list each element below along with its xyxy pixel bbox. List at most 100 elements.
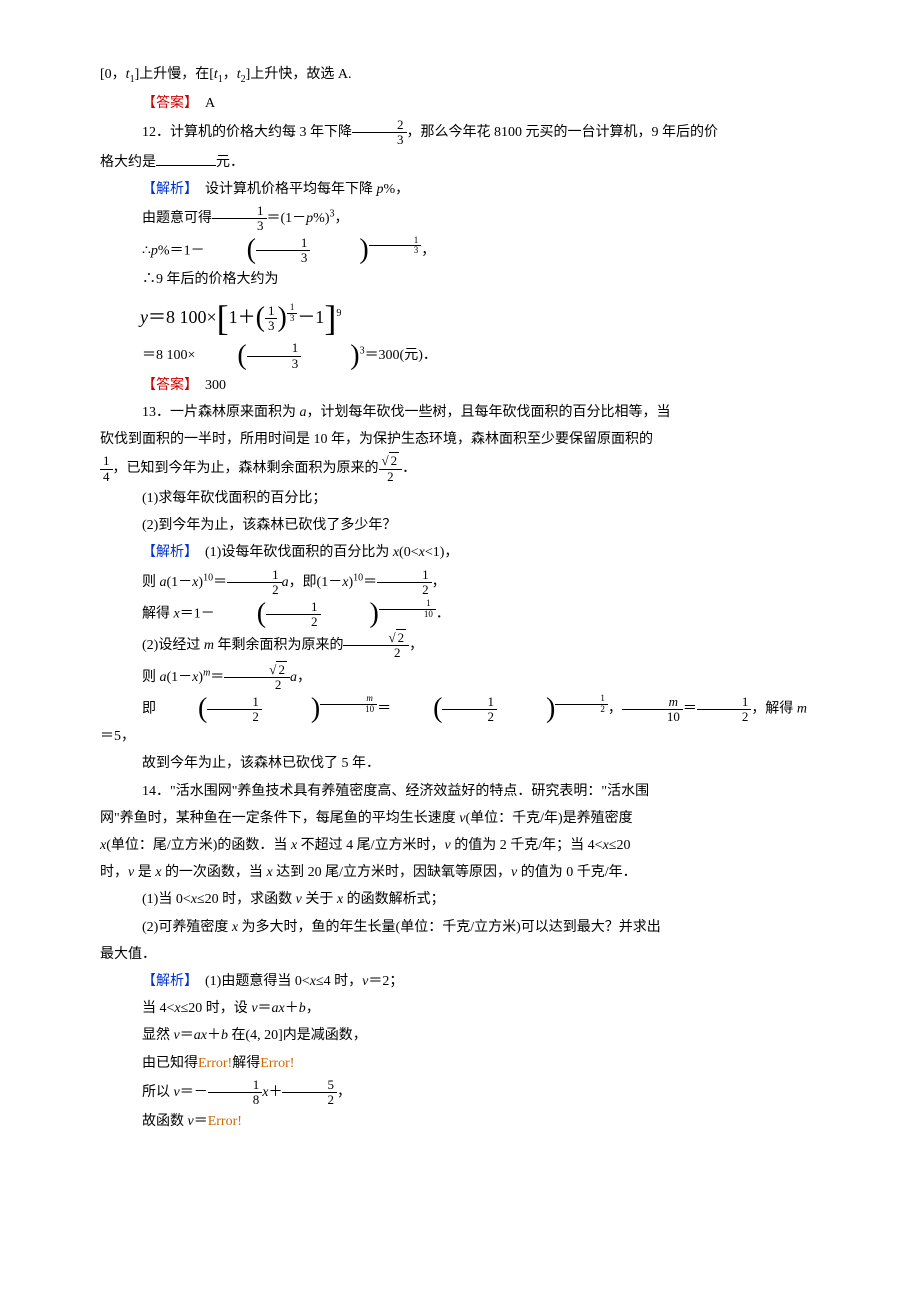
q13-s3: 解得 x＝1－(12 )110． xyxy=(100,599,820,629)
q12-line4: ∴9 年后的价格大约为 xyxy=(100,267,820,292)
txt: 当 4< xyxy=(142,1001,174,1016)
txt: <1)， xyxy=(425,545,459,560)
frac-sqrt2-2: √22 xyxy=(343,631,409,661)
error-text: Error! xyxy=(260,1056,294,1071)
txt: (1－ xyxy=(167,670,193,685)
num: 1 xyxy=(207,695,262,710)
error-text: Error! xyxy=(208,1114,242,1129)
sqrt: 2 xyxy=(276,661,287,677)
den: 3 xyxy=(247,357,302,371)
lparen-icon: ( xyxy=(391,698,442,720)
txt: ＋ xyxy=(285,1001,299,1016)
txt: ＝ xyxy=(194,1114,208,1129)
exp: 10 xyxy=(203,572,213,583)
answer-value: A xyxy=(205,96,215,111)
txt: 元． xyxy=(216,155,244,170)
num: 1 xyxy=(227,568,282,583)
txt: (单位：尾/立方米)的函数．当 xyxy=(106,838,291,853)
txt: ， xyxy=(432,575,446,590)
exp-frac: 12 xyxy=(555,699,608,710)
num: 1 xyxy=(266,600,321,615)
frac-sqrt2-2: √22 xyxy=(379,454,403,484)
txt: 在(4, 20]内是减函数， xyxy=(228,1028,367,1043)
answer-value: 300 xyxy=(205,378,226,393)
answer-label: 【答案】 xyxy=(142,96,198,111)
txt: ＝(1－ xyxy=(267,211,307,226)
txt: 故函数 xyxy=(142,1114,188,1129)
var-a: a xyxy=(282,575,289,590)
txt: ， xyxy=(223,67,237,82)
frac: 12 xyxy=(377,568,432,598)
txt: ＝1－ xyxy=(180,607,215,622)
error-text: Error! xyxy=(198,1056,232,1071)
txt: ，已知到今年为止，森林剩余面积为原来的 xyxy=(113,462,379,477)
txt: ， xyxy=(337,1085,351,1100)
q14-q2a: (2)可养殖密度 x 为多大时，鱼的年生长量(单位：千克/立方米)可以达到最大？… xyxy=(100,915,820,940)
num: m xyxy=(622,695,683,710)
q12-jiexi-line: 【解析】 设计算机价格平均每年下降 p%， xyxy=(100,177,820,202)
frac: 12 xyxy=(227,568,282,598)
var-b: b xyxy=(221,1028,228,1043)
den: 2 xyxy=(697,710,752,724)
txt: 是 xyxy=(134,865,155,880)
q14-stem4: 时，v 是 x 的一次函数，当 x 达到 20 尾/立方米时，因缺氧等原因，v … xyxy=(100,860,820,885)
txt: [0， xyxy=(100,67,126,82)
txt: ＝2； xyxy=(368,974,403,989)
txt: 则 xyxy=(142,670,160,685)
var-y: y xyxy=(140,307,148,327)
den: 4 xyxy=(100,470,113,484)
txt: ， xyxy=(306,1001,320,1016)
den: 2 xyxy=(343,646,409,660)
den: 8 xyxy=(208,1093,263,1107)
rparen-icon: ) xyxy=(317,239,368,261)
txt: ∴ xyxy=(142,243,151,258)
q14-stem1: 14．"活水围网"养鱼技术具有养殖密度高、经济效益好的特点．研究表明："活水围 xyxy=(100,779,820,804)
txt: 1＋ xyxy=(229,307,256,327)
den: 3 xyxy=(265,319,278,333)
txt: (0< xyxy=(399,545,419,560)
var-b: b xyxy=(299,1001,306,1016)
num: 1 xyxy=(212,204,267,219)
num: √2 xyxy=(224,663,290,678)
q14-s2: 当 4<x≤20 时，设 v＝ax＋b， xyxy=(100,996,820,1021)
den: 2 xyxy=(224,678,290,692)
txt: ，解得 xyxy=(751,702,797,717)
frac-2-3: 23 xyxy=(352,118,407,148)
txt: (1)当 0< xyxy=(142,892,191,907)
txt: ＝ xyxy=(377,702,391,717)
q13-stem1: 13．一片森林原来面积为 a，计划每年砍伐一些树，且每年砍伐面积的百分比相等，当 xyxy=(100,400,820,425)
q13-s5: 则 a(1－x)m＝√22a， xyxy=(100,663,820,693)
frac: 12 xyxy=(266,600,321,630)
q12-answer: 【答案】 300 xyxy=(100,373,820,398)
frac-sqrt2-2: √22 xyxy=(224,663,290,693)
exp-frac: 13 xyxy=(369,240,422,251)
txt: 显然 xyxy=(142,1028,174,1043)
frac: 18 xyxy=(208,1078,263,1108)
var-p: p xyxy=(377,182,384,197)
frac: 12 xyxy=(697,695,752,725)
txt: ， xyxy=(297,670,311,685)
txt: ， xyxy=(421,243,435,258)
jiexi-label: 【解析】 xyxy=(142,182,198,197)
frac: 13 xyxy=(265,304,278,334)
txt: ＝ xyxy=(683,702,697,717)
txt: 则 xyxy=(142,575,160,590)
var-ax: ax xyxy=(194,1028,207,1043)
txt: ＝8 100× xyxy=(142,348,195,363)
txt: ]上升快，故选 A. xyxy=(246,67,352,82)
q12-line2: 由题意可得13＝(1－p%)3， xyxy=(100,204,820,234)
exp-frac: 13 xyxy=(287,308,298,319)
num: 1 xyxy=(100,454,113,469)
q12-line3: ∴p%＝1－(13 )13， xyxy=(100,236,820,266)
q11-answer: 【答案】 A xyxy=(100,91,820,116)
frac: 13 xyxy=(247,341,302,371)
txt: ＝300(元)． xyxy=(365,348,437,363)
txt: 所以 xyxy=(142,1085,174,1100)
txt: 达到 20 尾/立方米时，因缺氧等原因， xyxy=(273,865,511,880)
txt: (2)设经过 xyxy=(142,638,204,653)
q14-q1: (1)当 0<x≤20 时，求函数 v 关于 x 的函数解析式； xyxy=(100,887,820,912)
lbracket-icon: [ xyxy=(217,304,229,333)
q13-s2: 则 a(1－x)10＝12a，即(1－x)10＝12， xyxy=(100,568,820,598)
num: 1 xyxy=(256,236,311,251)
num: 2 xyxy=(352,118,407,133)
